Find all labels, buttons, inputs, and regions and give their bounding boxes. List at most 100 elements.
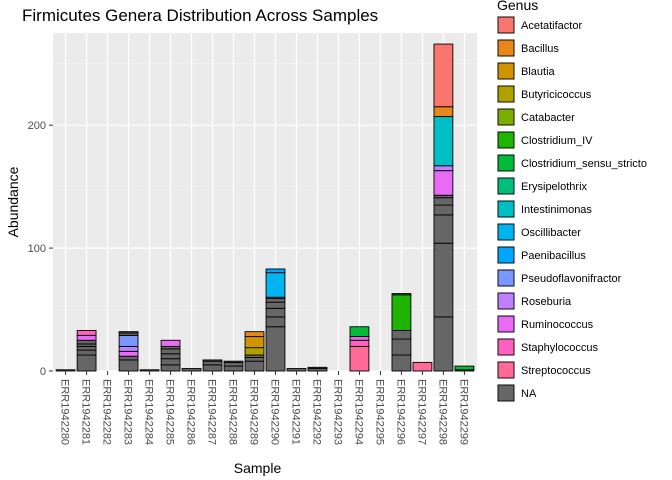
legend-swatch	[497, 154, 515, 172]
bar-stack	[391, 293, 412, 372]
bar-segment-na	[55, 369, 76, 372]
bar-segment-na	[244, 360, 265, 372]
legend-item: Oscillibacter	[497, 223, 581, 241]
legend-swatch	[497, 16, 515, 34]
bar-segment-na	[223, 361, 244, 367]
legend-label: Staphylococcus	[521, 342, 599, 354]
bar-segment-na	[265, 326, 286, 372]
bar-segment-na	[76, 339, 97, 345]
x-tick-label: ERR1942294	[352, 379, 364, 445]
bar-segment-roseburia	[433, 165, 454, 172]
bar-segment-intestinimonas	[433, 116, 454, 167]
legend-item: Catabacter	[497, 108, 575, 126]
legend-item: Ruminococcus	[497, 315, 594, 333]
bar-segment-na	[391, 338, 412, 356]
bar-segment-na	[265, 301, 286, 309]
bar-segment-na	[160, 358, 181, 366]
y-axis: 0 100 200	[28, 120, 53, 378]
legend-label: Erysipelothrix	[521, 181, 588, 193]
legend-item: Bacillus	[497, 39, 559, 57]
legend-label: Streptococcus	[521, 365, 591, 377]
bar-segment-na	[223, 360, 244, 363]
x-tick-label: ERR1942295	[373, 379, 385, 445]
legend-label: Ruminococcus	[521, 319, 594, 331]
bar-segment-bacillus	[244, 331, 265, 338]
legend-item: Erysipelothrix	[497, 177, 588, 195]
bar-segment-na	[391, 354, 412, 372]
x-tick-label: ERR1942282	[101, 379, 113, 445]
legend-title: Genus	[497, 0, 538, 13]
bar-stack	[118, 331, 139, 372]
legend-swatch	[497, 131, 515, 149]
bar-segment-clostridium-sensu-stricto	[391, 293, 412, 296]
bar-stack	[223, 360, 244, 372]
legend-label: Butyricicoccus	[521, 89, 592, 101]
bar-segment-na	[202, 359, 223, 362]
legend-label: Roseburia	[521, 296, 572, 308]
bar-stack	[412, 361, 433, 372]
bar-stack	[349, 326, 370, 372]
bar-segment-na	[76, 345, 97, 351]
bar-segment-na	[202, 360, 223, 366]
bar-segment-clostridium-sensu-stricto	[349, 326, 370, 338]
legend-label: Clostridium_sensu_stricto	[521, 158, 647, 170]
legend-swatch	[497, 62, 515, 80]
bar-stack	[202, 359, 223, 372]
x-tick-label: ERR1942293	[331, 379, 343, 445]
legend-label: Catabacter	[521, 112, 575, 124]
x-tick-label: ERR1942287	[206, 379, 218, 445]
bar-segment-na	[391, 329, 412, 340]
bar-segment-blautia	[244, 336, 265, 349]
bar-stack	[286, 368, 307, 372]
bar-segment-na	[76, 349, 97, 356]
legend-label: Oscillibacter	[521, 227, 581, 239]
bar-segment-ruminococcus	[76, 334, 97, 341]
bar-segment-na	[307, 366, 328, 369]
legend-item: Paenibacillus	[497, 246, 586, 264]
x-tick-label: ERR1942284	[143, 379, 155, 445]
legend-swatch	[497, 269, 515, 287]
y-axis-title: Abundance	[5, 166, 21, 237]
legend-item: Staphylococcus	[497, 338, 599, 356]
x-tick-label: ERR1942298	[436, 379, 448, 445]
x-tick-label: ERR1942286	[185, 379, 197, 445]
bar-segment-na	[160, 364, 181, 372]
y-tick-label: 0	[40, 366, 46, 378]
legend-swatch	[497, 292, 515, 310]
x-tick-label: ERR1942281	[80, 379, 92, 445]
legend-swatch	[497, 223, 515, 241]
bar-segment-na	[433, 197, 454, 206]
bar-stack	[307, 366, 328, 372]
x-axis: ERR1942280 ERR1942281 ERR1942282 ERR1942283…	[59, 371, 469, 445]
x-tick-label: ERR1942296	[394, 379, 406, 445]
bar-segment-na	[433, 204, 454, 216]
x-tick-label: ERR1942292	[310, 379, 322, 445]
bar-segment-pseudoflavonifractor	[118, 334, 139, 347]
legend-label: Intestinimonas	[521, 204, 592, 216]
x-tick-label: ERR1942299	[457, 379, 469, 445]
bar-segment-na	[265, 307, 286, 318]
bar-segment-paenibacillus	[265, 268, 286, 274]
legend-item: Acetatifactor	[497, 16, 582, 34]
bar-stack	[76, 329, 97, 372]
bar-stack	[454, 365, 475, 372]
bar-segment-na	[433, 316, 454, 372]
bar-segment-ruminococcus	[118, 350, 139, 357]
legend-label: Bacillus	[521, 43, 559, 55]
x-tick-label: ERR1942289	[248, 379, 260, 445]
chart-title: Firmicutes Genera Distribution Across Sa…	[22, 6, 378, 25]
legend-label: Paenibacillus	[521, 250, 586, 262]
bar-segment-na	[265, 316, 286, 328]
x-tick-label: ERR1942280	[59, 379, 71, 445]
bar-segment-na	[160, 353, 181, 360]
bar-stack	[265, 268, 286, 372]
x-axis-title: Sample	[234, 460, 282, 476]
bar-segment-na	[118, 355, 139, 361]
legend-swatch	[497, 200, 515, 218]
bar-segment-na	[433, 242, 454, 318]
legend-item: Clostridium_sensu_stricto	[497, 154, 647, 172]
bar-segment-na	[244, 357, 265, 362]
legend-label: Pseudoflavonifractor	[521, 273, 622, 285]
legend-swatch	[497, 246, 515, 264]
